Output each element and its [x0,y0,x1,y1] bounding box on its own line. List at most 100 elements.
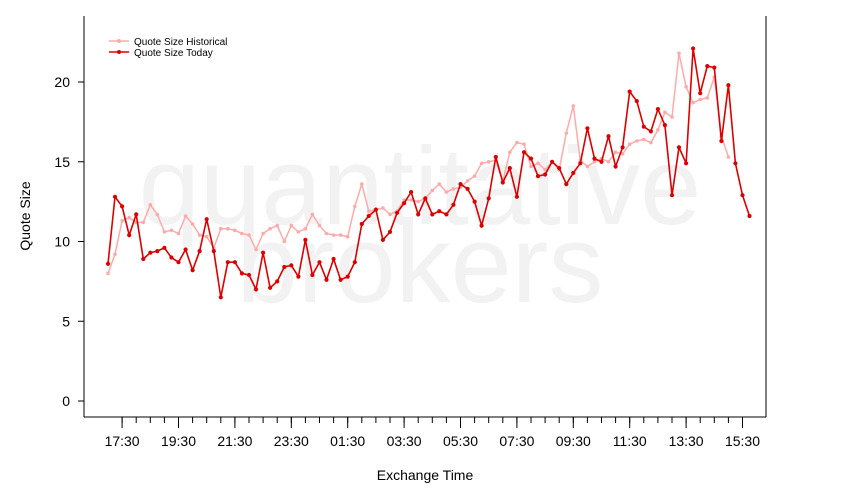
data-point-0 [127,215,131,220]
data-point-0 [226,226,230,231]
data-point-1 [458,182,463,187]
data-point-0 [416,199,421,204]
data-point-0 [592,160,597,164]
data-point-0 [437,182,442,186]
data-point-1 [331,256,336,262]
data-point-0 [324,231,329,236]
data-point-0 [444,190,449,194]
data-point-0 [113,252,117,257]
data-point-1 [225,260,230,265]
data-point-0 [635,139,639,143]
data-point-0 [268,226,272,231]
data-point-1 [472,199,477,204]
data-point-0 [620,152,625,156]
data-point-1 [204,217,209,222]
y-tick-label: 5 [62,313,70,329]
data-point-0 [486,160,491,164]
data-point-0 [338,233,343,237]
data-point-0 [642,137,646,142]
data-point-1 [528,156,534,161]
data-point-0 [353,204,357,209]
data-point-1 [183,247,188,252]
data-point-1 [380,237,385,242]
data-point-1 [655,107,661,112]
data-point-1 [127,233,132,238]
data-point-1 [246,272,252,278]
data-point-1 [169,255,174,260]
data-point-0 [381,206,385,210]
data-point-0 [585,164,590,169]
data-point-0 [649,140,653,145]
data-point-1 [684,161,689,166]
data-point-1 [134,212,139,217]
data-point-1 [543,172,548,177]
data-point-1 [155,249,160,254]
data-point-0 [670,115,674,119]
data-point-0 [296,230,301,234]
data-point-1 [352,260,357,265]
data-point-0 [627,142,632,146]
data-point-0 [684,85,688,89]
data-point-1 [557,166,562,171]
data-point-0 [345,234,350,239]
data-point-0 [508,150,512,154]
x-axis-title: Exchange Time [377,467,474,483]
data-point-0 [233,228,237,233]
data-point-1 [120,204,125,209]
data-point-0 [367,209,371,213]
data-point-0 [705,96,710,100]
watermark-line2: brokers [237,203,604,326]
data-point-1 [669,193,675,198]
data-point-0 [606,160,611,164]
data-point-1 [373,207,378,212]
data-point-0 [282,239,287,244]
data-point-0 [564,131,569,135]
data-point-1 [176,260,181,265]
y-tick-label: 15 [54,154,70,170]
data-point-1 [698,91,703,96]
data-point-0 [183,214,188,218]
legend-label-historical: Quote Size Historical [134,37,227,48]
data-point-1 [620,145,625,150]
data-point-1 [239,271,244,276]
data-point-0 [303,226,308,231]
data-point-1 [317,260,322,265]
data-point-0 [148,203,153,207]
data-point-0 [388,212,392,217]
data-point-0 [204,234,209,239]
data-point-1 [578,161,583,166]
data-point-0 [155,212,160,217]
y-ticks: 0 5 10 15 20 [54,74,84,409]
data-point-0 [479,161,484,166]
data-point-1 [296,274,301,279]
data-point-1 [634,99,639,104]
data-point-1 [105,261,111,266]
data-point-0 [663,110,667,115]
data-point-1 [437,209,442,214]
data-point-1 [402,201,407,206]
data-point-1 [395,210,400,215]
data-point-1 [409,190,414,195]
data-point-1 [571,170,576,175]
data-point-1 [197,249,202,254]
data-point-1 [289,263,294,268]
series-layer [105,46,752,300]
data-point-1 [112,194,118,199]
series-line-1 [107,48,751,298]
data-point-1 [719,138,724,144]
data-point-0 [360,182,364,186]
data-point-0 [698,97,702,102]
data-point-1 [507,166,512,171]
data-point-1 [599,159,604,164]
x-tick-label: 17:30 [105,433,140,449]
data-point-1 [366,213,371,219]
data-point-1 [493,154,498,160]
data-point-1 [430,212,435,217]
data-point-0 [141,220,146,225]
data-point-1 [733,161,738,166]
data-point-0 [543,167,547,172]
data-point-1 [676,145,682,150]
watermark-line1: quantitative [139,125,702,248]
x-tick-label: 09:30 [556,433,591,449]
data-point-1 [479,223,484,228]
